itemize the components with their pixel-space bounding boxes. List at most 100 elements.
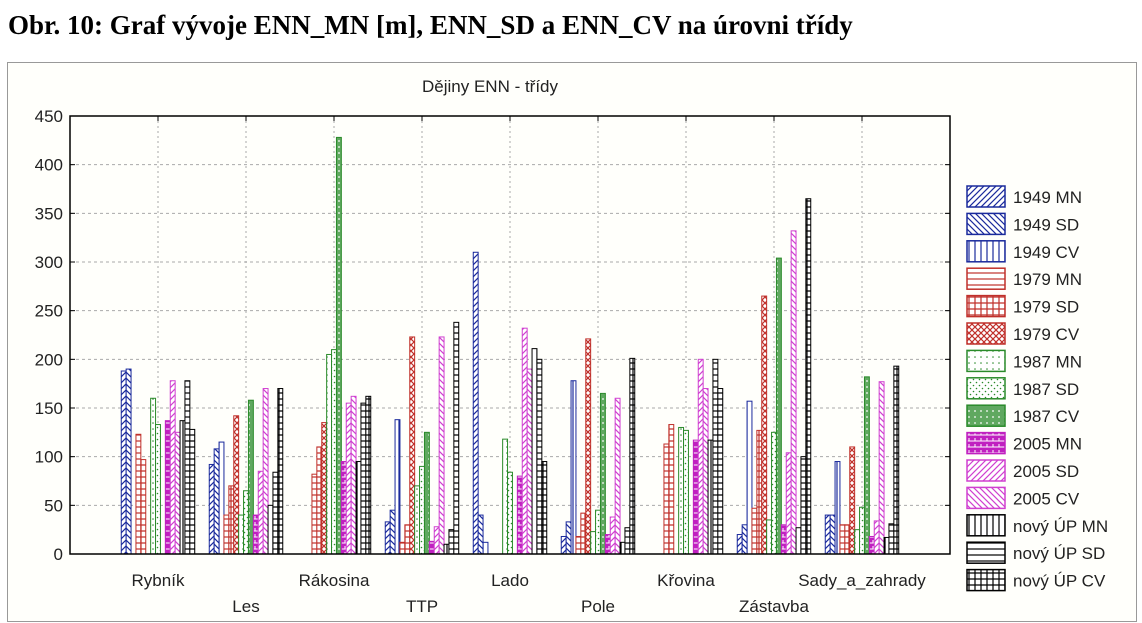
legend-label: nový ÚP CV — [1013, 572, 1106, 591]
bar — [516, 475, 523, 555]
bar — [771, 431, 777, 555]
legend-item: 1979 MN — [966, 267, 1082, 290]
bar — [565, 521, 572, 555]
bar — [125, 368, 132, 555]
bars — [120, 136, 900, 555]
bar — [174, 431, 181, 555]
legend-swatch — [966, 541, 1006, 564]
bar — [453, 321, 460, 555]
legend-item: 1987 SD — [966, 377, 1079, 400]
bar — [228, 485, 235, 555]
bar — [169, 380, 176, 555]
bar — [683, 429, 689, 555]
document-title: Obr. 10: Graf vývoje ENN_MN [m], ENN_SD … — [8, 10, 853, 40]
legend-item: 2005 CV — [966, 486, 1080, 510]
bar — [609, 516, 616, 555]
bar — [335, 136, 342, 555]
legend-swatch — [966, 377, 1006, 400]
bar — [844, 524, 851, 555]
bar — [878, 381, 885, 555]
bar — [741, 524, 748, 555]
bar — [482, 541, 489, 555]
bar — [756, 429, 763, 555]
bar — [409, 336, 416, 555]
bar — [619, 541, 626, 555]
bar — [629, 357, 636, 555]
bar — [213, 448, 220, 555]
legend-item: 1949 SD — [966, 212, 1079, 236]
bar — [839, 524, 846, 555]
bar — [331, 349, 337, 555]
legend-label: 2005 MN — [1013, 435, 1082, 454]
legend-item: nový ÚP SD — [966, 541, 1105, 564]
bar — [766, 519, 773, 555]
bar — [140, 459, 147, 555]
bar — [761, 295, 768, 555]
bar — [326, 353, 333, 555]
plot-area — [69, 115, 951, 555]
bar — [233, 415, 240, 555]
legend-item: 1949 MN — [966, 185, 1082, 208]
bar — [350, 395, 357, 555]
bar — [340, 461, 347, 555]
legend-swatch — [966, 349, 1006, 373]
legend-item: 1979 CV — [966, 322, 1080, 345]
bar — [164, 420, 171, 555]
bar — [893, 365, 900, 555]
bar — [678, 426, 685, 555]
bar — [526, 368, 533, 555]
bar — [800, 456, 807, 555]
y-tick-label: 450 — [35, 107, 63, 126]
legend: 1949 MN 1949 SD 1949 CV 1979 MN 1979 SD 1979 … — [966, 185, 1108, 592]
bar — [316, 446, 323, 555]
bar — [355, 461, 362, 555]
bar — [384, 521, 391, 555]
bar — [150, 397, 157, 555]
legend-label: 1949 SD — [1013, 215, 1079, 234]
bar — [580, 512, 587, 555]
y-tick-label: 150 — [35, 399, 63, 418]
chart-title: Dějiny ENN - třídy — [422, 77, 559, 96]
legend-swatch — [966, 322, 1006, 345]
bar — [604, 534, 611, 555]
bar — [389, 509, 396, 555]
bar — [472, 251, 479, 555]
bar — [746, 400, 753, 555]
legend-label: 1979 CV — [1013, 325, 1080, 344]
bar — [712, 358, 719, 555]
bar — [531, 348, 538, 555]
legend-item: 2005 SD — [966, 459, 1079, 482]
legend-item: nový ÚP MN — [966, 514, 1108, 537]
bar — [428, 540, 435, 555]
y-tick-label: 200 — [35, 350, 63, 369]
bar — [223, 514, 230, 555]
bar — [360, 402, 367, 555]
y-tick-label: 350 — [35, 204, 63, 223]
bar — [624, 527, 631, 555]
legend-swatch — [966, 212, 1006, 236]
legend-item: 1987 CV — [966, 404, 1080, 427]
bar — [707, 439, 714, 555]
bar — [717, 388, 724, 555]
bar — [247, 399, 254, 555]
bar — [692, 439, 699, 555]
bar — [854, 529, 861, 555]
legend-label: 1987 CV — [1013, 407, 1080, 426]
bar — [849, 446, 856, 555]
bar — [834, 461, 841, 555]
x-tick-label: Sady_a_zahrady — [798, 571, 926, 590]
legend-label: 1979 MN — [1013, 270, 1082, 289]
bar — [311, 473, 318, 555]
bar — [663, 443, 670, 555]
bar — [419, 465, 425, 555]
bar — [365, 395, 372, 555]
legend-swatch — [966, 459, 1006, 482]
bar — [614, 397, 621, 555]
legend-swatch — [966, 431, 1006, 455]
bar — [560, 535, 567, 555]
bar — [805, 198, 812, 555]
bar — [208, 463, 215, 555]
bar — [243, 490, 249, 555]
bar — [257, 470, 264, 555]
